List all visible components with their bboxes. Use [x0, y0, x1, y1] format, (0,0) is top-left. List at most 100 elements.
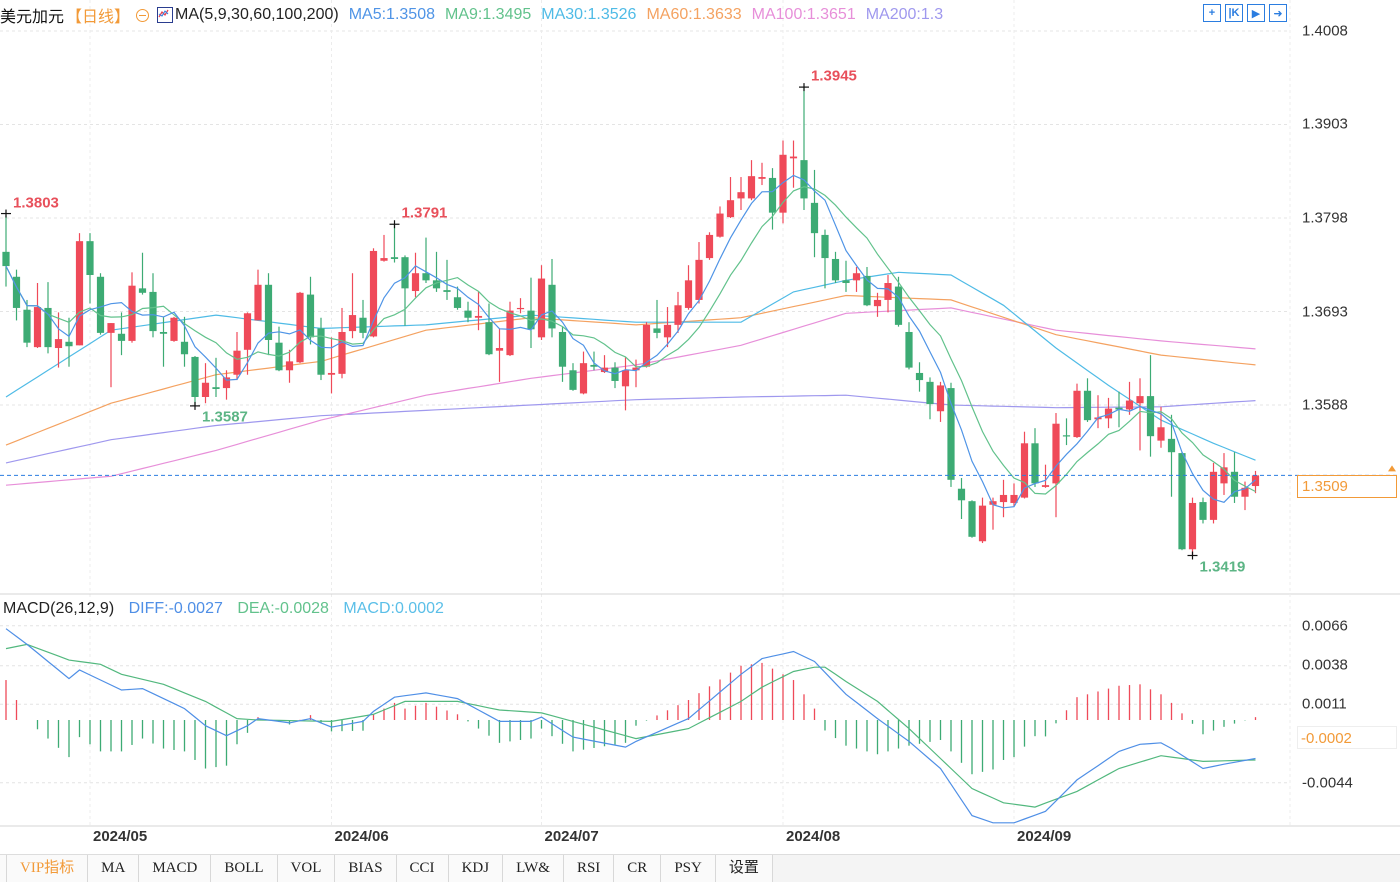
- candle-body: [695, 259, 703, 300]
- candle-body: [401, 257, 409, 289]
- candle-body: [831, 258, 840, 281]
- tab-ma[interactable]: MA: [88, 855, 140, 882]
- candle-down: [810, 169, 819, 258]
- candle-up: [989, 497, 997, 530]
- candle-body: [705, 234, 714, 259]
- candle-down: [1167, 414, 1176, 497]
- macd-axis-label: -0.0044: [1302, 774, 1353, 792]
- candle-body: [1251, 475, 1260, 487]
- indicator-tabs: VIP指标 MA MACD BOLL VOL BIAS CCI KDJ LW& RSI CR PSY 设…: [0, 854, 1400, 882]
- legend-diff: DIFF:-0.0027: [128, 600, 223, 617]
- play-icon[interactable]: ▶: [1247, 4, 1265, 22]
- candle-body: [1062, 435, 1071, 437]
- last-price-tag: 1.3509: [1297, 475, 1397, 499]
- candle-down: [44, 282, 52, 354]
- candle-body: [86, 241, 94, 275]
- candle-body: [653, 328, 661, 333]
- candle-down: [264, 273, 273, 356]
- high-price-label: 1.3945: [811, 67, 857, 85]
- candle-body: [359, 317, 367, 333]
- candle-up: [222, 370, 231, 400]
- price-axis-label: 1.4008: [1302, 22, 1348, 40]
- high-price-label: 1.3803: [13, 194, 59, 212]
- tab-cr[interactable]: CR: [614, 855, 662, 882]
- period-selector[interactable]: 【日线】: [66, 9, 131, 26]
- candle-down: [390, 224, 399, 263]
- tab-boll[interactable]: BOLL: [211, 855, 278, 882]
- date-label: 2024/08: [786, 828, 841, 845]
- ma-indicator-params[interactable]: MA(5,9,30,60,100,200): [175, 6, 339, 23]
- candle-body: [380, 258, 388, 261]
- candle-down: [1178, 452, 1186, 551]
- candle-down: [138, 252, 147, 295]
- candle-down: [968, 500, 976, 538]
- price-axis-label: 1.3693: [1302, 303, 1348, 321]
- legend-ma30: MA30:1.3526: [541, 6, 637, 23]
- legend-macd: MACD:0.0002: [343, 600, 444, 617]
- candle-down: [1062, 418, 1071, 446]
- collapse-icon[interactable]: [136, 8, 150, 22]
- candle-body: [96, 276, 105, 333]
- candle-up: [632, 359, 640, 388]
- candle-up: [128, 272, 136, 343]
- candle-up: [254, 269, 262, 321]
- candle-up: [1104, 397, 1113, 429]
- candle-body: [989, 501, 997, 505]
- candle-body: [1031, 443, 1039, 484]
- candle-body: [632, 367, 640, 371]
- candle-body: [159, 331, 168, 334]
- candle-up: [1041, 464, 1050, 488]
- candle-up: [338, 307, 346, 379]
- candle-body: [600, 367, 609, 373]
- candle-down: [590, 351, 598, 371]
- tab-vip[interactable]: VIP指标: [7, 855, 89, 882]
- candle-up: [285, 349, 294, 383]
- dea-line: [5, 643, 1256, 808]
- candle-up: [1073, 383, 1081, 438]
- candle-body: [443, 290, 451, 292]
- candle-down: [485, 303, 493, 356]
- tab-bias[interactable]: BIAS: [335, 855, 397, 882]
- candle-up: [54, 312, 63, 368]
- tab-item[interactable]: 设置: [715, 855, 773, 882]
- chart-canvas[interactable]: [0, 0, 1400, 852]
- tab-psy[interactable]: PSY: [661, 855, 716, 882]
- candle-up: [621, 356, 630, 411]
- candle-up: [852, 266, 861, 292]
- candle-body: [905, 331, 913, 368]
- candle-body: [957, 488, 966, 501]
- candle-up: [516, 298, 525, 314]
- tab-lw[interactable]: LW&: [503, 855, 564, 882]
- tab-prev[interactable]: [0, 855, 7, 882]
- jump-start-icon[interactable]: |K: [1225, 4, 1243, 22]
- candle-down: [1230, 452, 1239, 503]
- candle-up: [1125, 381, 1134, 415]
- candle-down: [359, 299, 367, 339]
- candle-body: [464, 310, 472, 318]
- candle-down: [2, 215, 10, 287]
- price-axis-label: 1.3588: [1302, 396, 1348, 414]
- candle-up: [1251, 470, 1260, 494]
- tab-kdj[interactable]: KDJ: [448, 855, 504, 882]
- tab-cci[interactable]: CCI: [396, 855, 449, 882]
- candle-body: [33, 307, 42, 348]
- candle-body: [758, 177, 766, 179]
- candle-body: [128, 285, 136, 341]
- candle-up: [726, 177, 735, 219]
- ma-line-ma5: [5, 174, 1256, 509]
- ma-indicator-icon[interactable]: [157, 7, 174, 23]
- candle-down: [947, 382, 955, 487]
- legend-dea: DEA:-0.0028: [237, 600, 329, 617]
- exit-icon[interactable]: ➜: [1269, 4, 1287, 22]
- candle-body: [968, 501, 976, 537]
- tab-rsi[interactable]: RSI: [563, 855, 615, 882]
- crosshair-icon[interactable]: +: [1203, 4, 1221, 22]
- candle-down: [1083, 378, 1092, 422]
- tab-macd[interactable]: MACD: [139, 855, 212, 882]
- candle-body: [579, 363, 588, 394]
- candle-body: [117, 333, 126, 341]
- candle-up: [537, 265, 546, 341]
- tab-vol[interactable]: VOL: [277, 855, 336, 882]
- candle-up: [411, 252, 420, 298]
- legend-ma60: MA60:1.3633: [646, 6, 742, 23]
